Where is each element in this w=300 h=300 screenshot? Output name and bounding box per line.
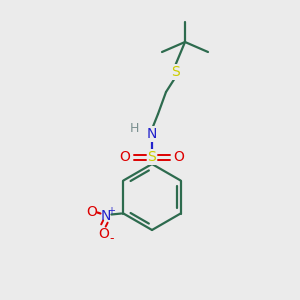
Text: S: S [148,150,156,164]
Text: O: O [174,150,184,164]
Text: +: + [107,206,116,215]
Text: O: O [120,150,130,164]
Text: N: N [147,127,157,141]
Text: -: - [109,232,114,245]
Text: O: O [86,205,97,218]
Text: O: O [98,226,109,241]
Text: S: S [171,65,179,79]
Text: N: N [100,208,111,223]
Text: H: H [129,122,139,136]
